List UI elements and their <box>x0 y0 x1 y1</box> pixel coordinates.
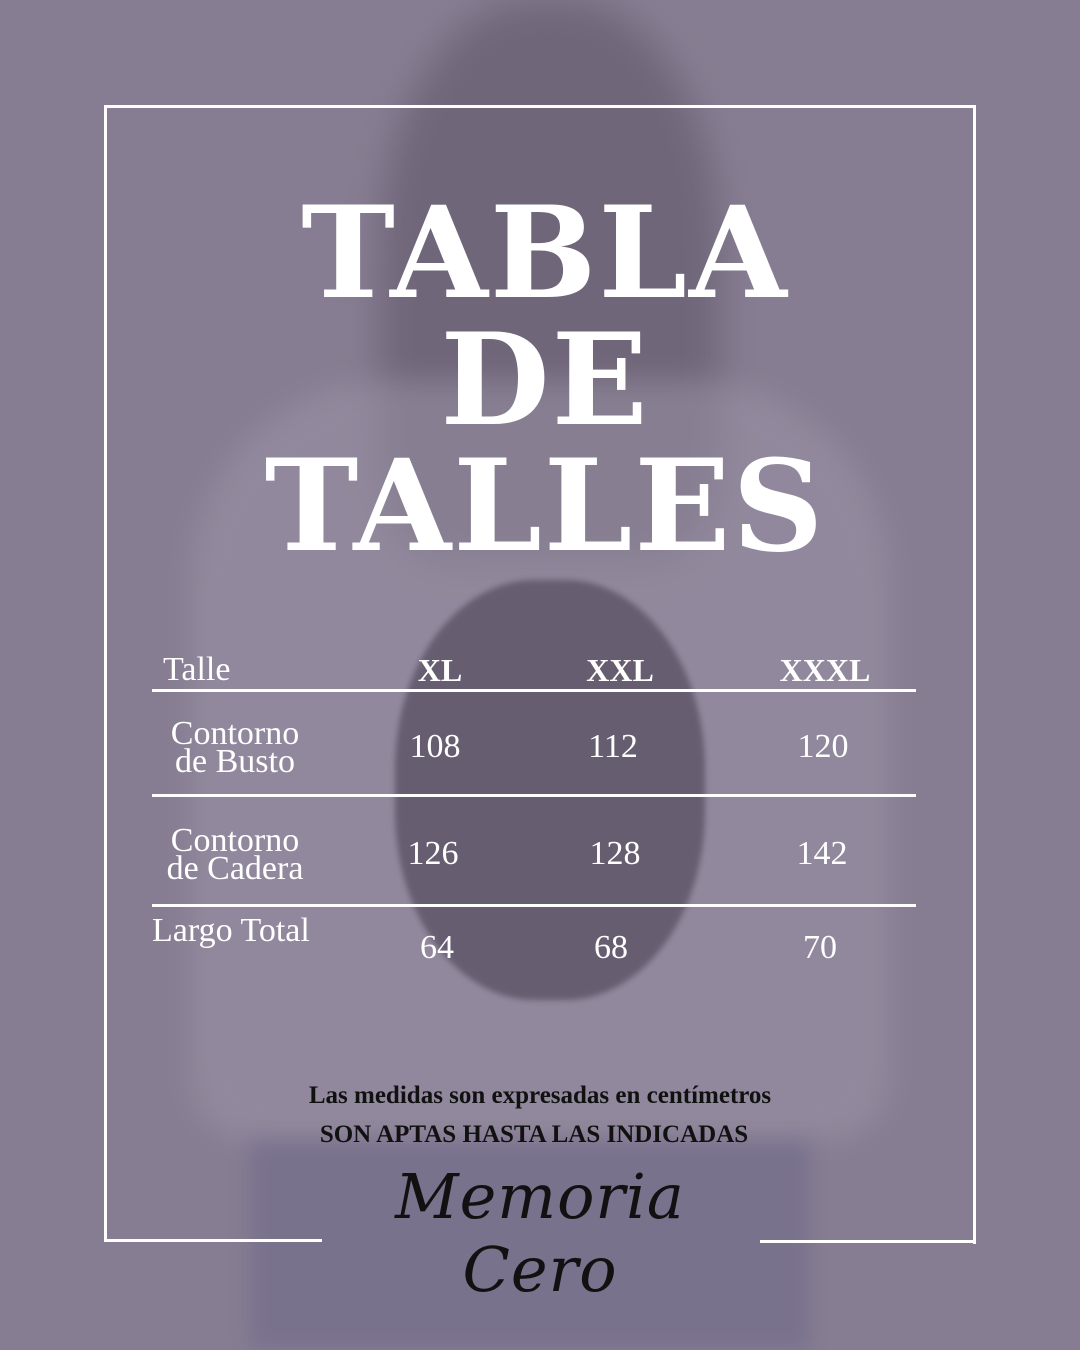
fit-note: SON APTAS HASTA LAS INDICADAS <box>319 1121 749 1148</box>
cell-value: 70 <box>803 929 837 966</box>
row-label: Contorno de Busto <box>150 715 320 780</box>
cell-value: 128 <box>589 835 641 872</box>
units-note: Las medidas son expresadas en centímetro… <box>308 1082 772 1109</box>
row-label-line: Contorno <box>170 822 300 859</box>
row-label-line: de Busto <box>175 743 295 780</box>
header-talle: Talle <box>163 651 231 688</box>
cell-value: 126 <box>407 835 459 872</box>
header-xxxl: XXXL <box>779 652 871 688</box>
jeans-shape <box>250 1140 810 1350</box>
frame-top <box>104 105 976 108</box>
shirt-print <box>395 580 705 1000</box>
header-xl: XL <box>417 652 463 688</box>
header-xxl: XXL <box>586 652 654 688</box>
row-label-line: de Cadera <box>166 850 304 887</box>
brand-logo: Memoria Cero <box>395 1160 685 1306</box>
row-label-line: Contorno <box>170 715 300 752</box>
row-label: Contorno de Cadera <box>150 822 320 887</box>
row-divider <box>152 794 916 797</box>
title-line-3: TALLES <box>264 432 826 580</box>
frame-left <box>104 105 107 1242</box>
cell-value: 120 <box>797 728 849 765</box>
title-line-1: TABLA <box>301 179 789 327</box>
cell-value: 108 <box>409 728 461 765</box>
frame-bottom-left <box>104 1239 322 1242</box>
row-divider <box>152 689 916 692</box>
title-line-2: DE <box>440 306 650 454</box>
cell-value: 64 <box>420 929 454 966</box>
frame-right <box>973 105 976 1244</box>
row-divider <box>152 904 916 907</box>
cell-value: 142 <box>796 835 848 872</box>
row-label: Largo Total <box>152 912 310 949</box>
frame-bottom-right <box>760 1240 976 1243</box>
cell-value: 68 <box>594 929 628 966</box>
cell-value: 112 <box>588 728 638 765</box>
